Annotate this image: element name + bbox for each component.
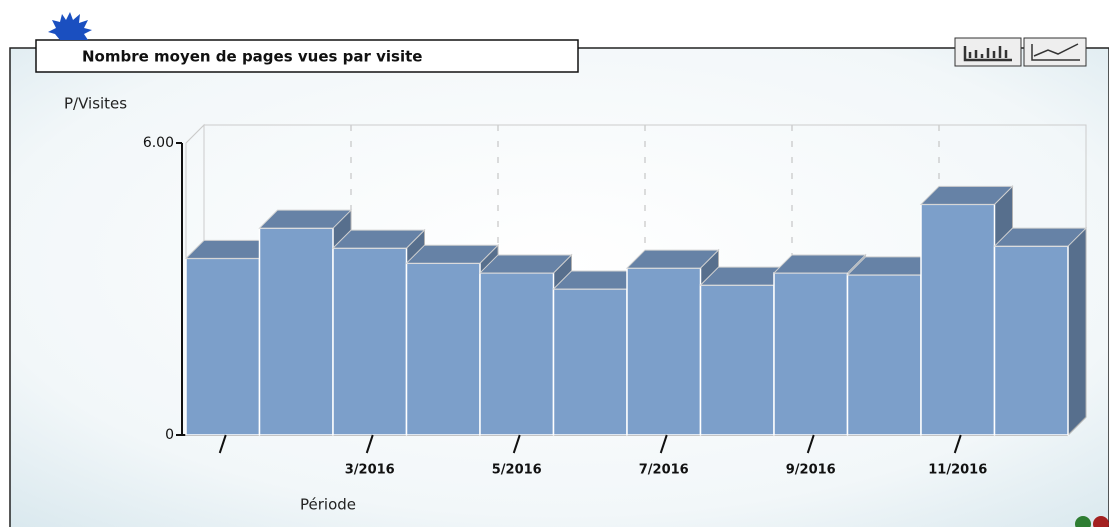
chart-title: Nombre moyen de pages vues par visite [82,48,422,66]
bar-side [1067,226,1087,437]
y-tick-label: 6.00 [143,135,174,151]
chart-type-buttons[interactable] [954,37,1087,67]
bar [699,284,775,436]
bar-top [993,227,1088,247]
bar [920,203,996,436]
bar-top [772,254,867,274]
y-tick-label: 0 [165,427,174,443]
bar [185,257,261,436]
x-tick-label: 11/2016 [928,463,987,478]
x-tick-label: 9/2016 [786,463,836,478]
x-tick [512,434,521,454]
bar [552,288,628,436]
status-dot [1093,516,1109,527]
x-tick [953,434,962,454]
x-tick [365,434,374,454]
title-box [35,39,579,73]
grid-line [185,124,1086,144]
x-tick [659,434,668,454]
line-icon [1031,43,1080,61]
bar [773,272,849,436]
bar-top [405,244,500,264]
x-tick [806,434,815,454]
bar [846,274,922,436]
bar-top [625,249,720,269]
bar [405,262,481,436]
title-icon [48,12,92,40]
x-tick [218,434,227,454]
bar-top [258,209,353,229]
status-dot [1075,516,1091,527]
y-axis-label: P/Visites [64,95,127,113]
bar [258,227,334,436]
x-tick-label: 5/2016 [492,463,542,478]
bar-top [919,185,1014,205]
x-tick-label: 3/2016 [345,463,395,478]
bar-icon [963,46,1012,62]
bar [993,245,1069,436]
x-tick-label: 7/2016 [639,463,689,478]
bar-top [331,229,426,249]
bar [479,272,555,436]
bar [626,267,702,436]
x-axis-label: Période [300,496,356,514]
bar [332,247,408,436]
bar-top [478,254,573,274]
